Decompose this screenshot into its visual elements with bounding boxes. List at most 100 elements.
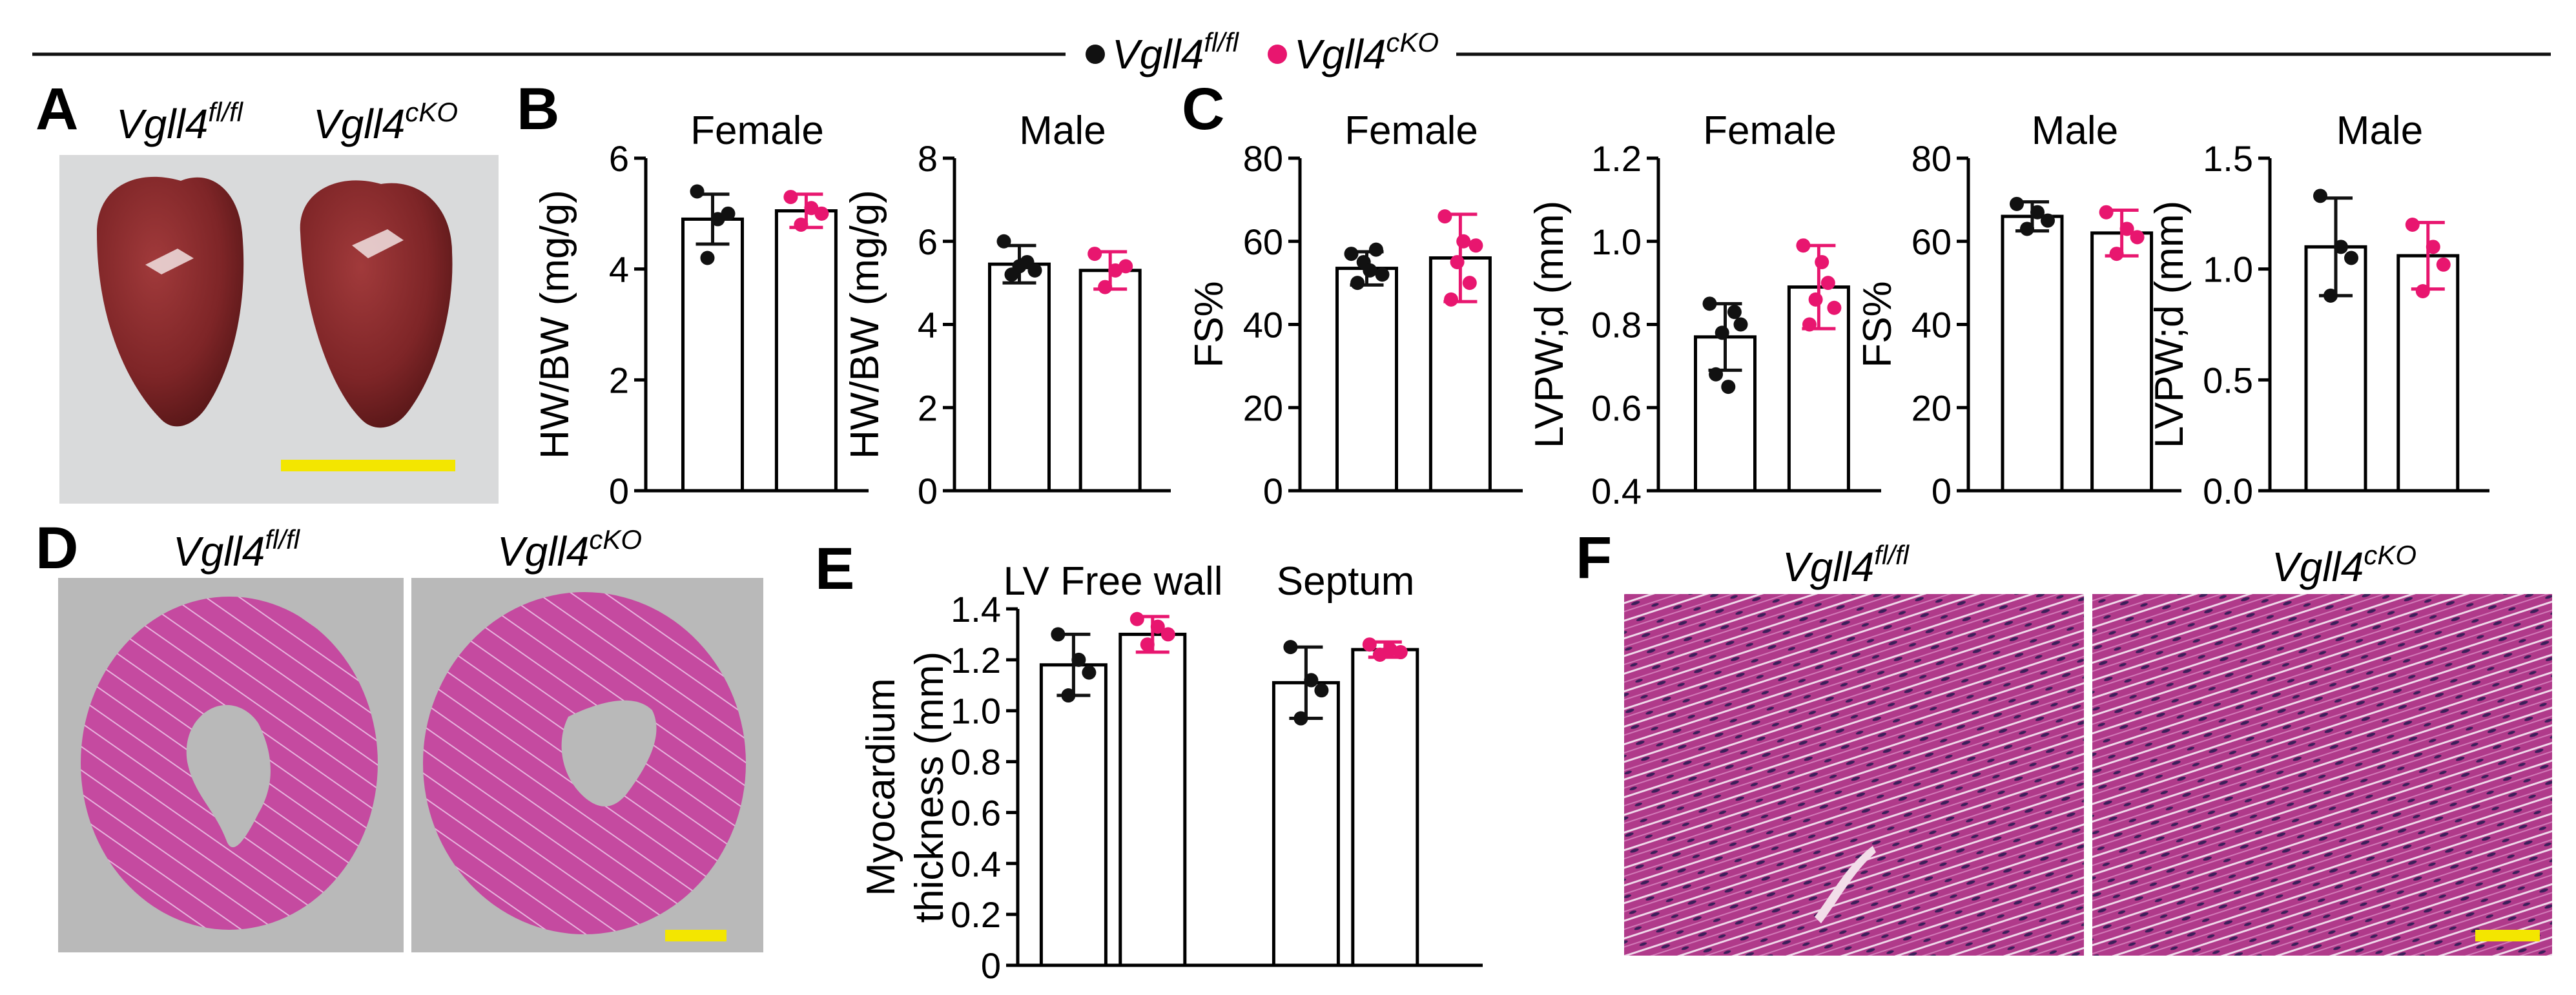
data-point	[814, 206, 829, 221]
data-point	[1437, 209, 1452, 224]
y-tick-label: 80	[1243, 138, 1283, 179]
data-point	[1827, 300, 1842, 315]
panel-d: D Vgll4fl/fl Vgll4cKO	[36, 515, 763, 952]
muscle-control-vessel	[1815, 846, 1876, 923]
y-tick-label: 40	[1911, 305, 1952, 345]
data-point	[2130, 230, 2145, 245]
legend-control-label: Vgll4fl/fl	[1112, 27, 1240, 77]
data-point	[1727, 305, 1742, 320]
chart-e_thickness: 0 0.2 0.4 0.6 0.8 1.0 1.2 1.4 Myocardium thicknes…	[859, 559, 1483, 986]
y-tick-label: 4	[609, 249, 629, 290]
data-point	[2109, 247, 2124, 262]
y-tick-label: 0	[981, 945, 1001, 986]
y-tick-label: 1.0	[1591, 221, 1642, 262]
muscle-ko-image	[2092, 594, 2552, 956]
panel-b-letter: B	[517, 76, 559, 142]
data-point	[1721, 380, 1736, 395]
y-tick-label: 60	[1243, 221, 1283, 262]
data-point	[1450, 254, 1465, 269]
bar	[988, 262, 1051, 493]
bar	[1118, 632, 1187, 967]
panel-f-left-label: Vgll4fl/fl	[1782, 540, 1910, 590]
data-point	[2344, 251, 2358, 265]
y-tick-label: 1.5	[2203, 138, 2253, 179]
data-point	[721, 206, 736, 221]
data-point	[1820, 276, 1835, 291]
y-tick-label: 0	[1263, 471, 1283, 511]
y-axis-label: FS%	[1855, 281, 1900, 367]
data-point	[1363, 263, 1377, 278]
chart-c_male_lvpw: 0.0 0.5 1.0 1.5 LVPW;d (mm) Male	[2147, 108, 2489, 511]
data-point	[2334, 240, 2348, 254]
y-axis-label: LVPW;d (mm)	[2147, 201, 2192, 449]
chart-title: Male	[1019, 108, 1106, 153]
panel-f-right-label: Vgll4cKO	[2272, 540, 2416, 590]
y-tick-label: 0.8	[951, 742, 1001, 783]
data-point	[1802, 317, 1817, 332]
bar	[1039, 663, 1108, 967]
data-point	[1709, 367, 1724, 382]
chart-title: Septum	[1277, 559, 1415, 604]
bar	[1078, 269, 1142, 493]
data-point	[1061, 688, 1076, 703]
bar	[1351, 648, 1419, 967]
bar	[681, 217, 744, 493]
data-point	[1733, 317, 1748, 332]
data-point	[1051, 627, 1066, 642]
data-point	[1098, 280, 1113, 294]
y-tick-label: 8	[918, 138, 938, 179]
y-tick-label: 0.2	[951, 894, 1001, 935]
data-point	[1375, 267, 1390, 282]
data-point	[2119, 221, 2134, 236]
histo-control-lumen	[186, 704, 271, 848]
data-point	[1140, 637, 1155, 652]
data-point	[794, 218, 809, 232]
chart-title: Female	[690, 108, 824, 153]
y-tick-label: 1.4	[951, 589, 1001, 630]
data-point	[2099, 205, 2114, 220]
bar	[2001, 214, 2064, 493]
data-point	[1362, 637, 1377, 652]
heart-ko-image	[300, 180, 453, 428]
bar	[1335, 267, 1398, 493]
charts: 0 2 4 6 HW/BW (mg/g) Female 0 2 4 6 8 HW/BW (mg/g) M…	[533, 108, 2489, 986]
data-point	[1796, 238, 1811, 253]
data-point	[1393, 645, 1408, 660]
data-point	[1087, 247, 1102, 262]
legend-control-marker	[1086, 45, 1105, 64]
panel-a-left-label: Vgll4fl/fl	[116, 97, 244, 147]
y-axis-label: HW/BW (mg/g)	[533, 190, 577, 459]
chart-c_male_fs: 0 20 40 60 80 FS% Male	[1855, 108, 2181, 511]
data-point	[2030, 205, 2045, 220]
data-point	[2415, 284, 2430, 298]
y-axis-label: FS%	[1187, 281, 1231, 367]
histo-ko-lumen	[561, 700, 657, 806]
data-point	[690, 184, 705, 199]
panel-a-letter: A	[36, 76, 78, 142]
y-tick-label: 0.6	[1591, 387, 1642, 428]
bar	[1272, 681, 1340, 967]
panel-f: F Vgll4fl/fl Vgll4cKO	[1576, 525, 2552, 956]
data-point	[1293, 711, 1308, 726]
data-point	[2436, 257, 2451, 272]
data-point	[2020, 221, 2034, 236]
data-point	[2041, 213, 2055, 228]
y-tick-label: 6	[918, 221, 938, 262]
y-axis-label: HW/BW (mg/g)	[843, 190, 887, 459]
chart-b_male: 0 2 4 6 8 HW/BW (mg/g) Male	[843, 108, 1171, 511]
y-tick-label: 20	[1911, 387, 1952, 428]
y-axis-label: LVPW;d (mm)	[1527, 201, 1572, 449]
panel-a: A Vgll4fl/fl Vgll4cKO	[36, 76, 499, 504]
data-point	[1129, 611, 1144, 626]
y-tick-label: 40	[1243, 305, 1283, 345]
panel-d-right-label: Vgll4cKO	[497, 524, 642, 575]
panel-d-letter: D	[36, 515, 78, 581]
chart-title: Female	[1703, 108, 1837, 153]
data-point	[1118, 259, 1133, 274]
y-tick-label: 6	[609, 138, 629, 179]
data-point	[1071, 652, 1086, 667]
data-point	[1468, 238, 1483, 253]
data-point	[1283, 640, 1298, 655]
y-tick-label: 0	[609, 471, 629, 511]
data-point	[1368, 242, 1383, 257]
